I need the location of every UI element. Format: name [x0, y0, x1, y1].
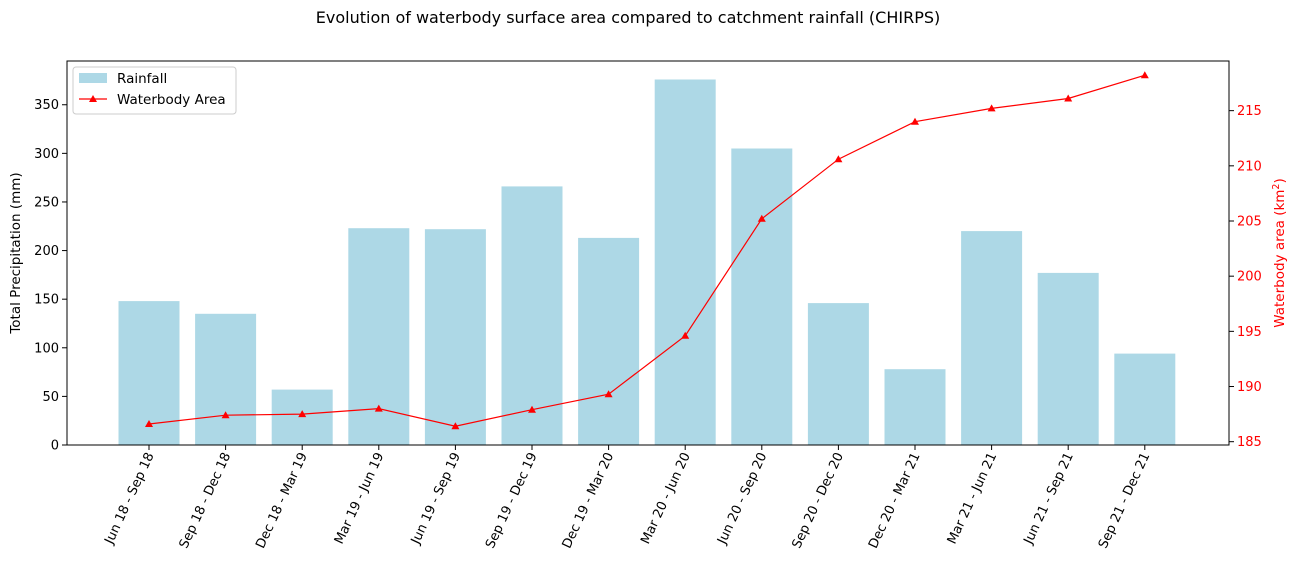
legend-label-waterbody: Waterbody Area [117, 92, 226, 108]
plot-frame [66, 60, 1230, 446]
point-waterbody-area [834, 155, 843, 163]
bar-rainfall [1114, 353, 1176, 445]
right-y-tick-label: 190 [1237, 380, 1262, 395]
point-waterbody-area [757, 214, 766, 222]
x-tick-label: Jun 20 - Sep 20 [715, 450, 771, 547]
x-tick-label: Mar 21 - Jun 21 [945, 450, 1000, 546]
left-y-tick-label: 250 [34, 195, 59, 210]
right-y-axis-label: Waterbody area (km2) [1271, 178, 1288, 328]
bars-layer [118, 79, 1176, 445]
x-tick-label: Jun 19 - Sep 19 [408, 450, 464, 547]
legend-frame [72, 66, 237, 115]
left-y-tick-label: 350 [34, 98, 59, 113]
point-waterbody-area [528, 405, 536, 413]
point-waterbody-area [604, 390, 613, 398]
left-y-tick-label: 0 [51, 439, 59, 454]
point-waterbody-area [681, 331, 690, 339]
point-waterbody-area [298, 410, 307, 418]
left-y-tick-label: 150 [34, 293, 59, 308]
bar-rainfall [271, 389, 333, 445]
right-y-tick-label: 195 [1237, 325, 1262, 340]
left-y-tick-label: 300 [34, 147, 59, 162]
x-tick-label: Sep 18 - Dec 18 [177, 450, 235, 551]
right-y-tick-label: 200 [1237, 270, 1262, 285]
x-tick-label: Dec 18 - Mar 19 [253, 450, 311, 551]
right-y-tick-label: 185 [1237, 435, 1262, 450]
bar-rainfall [424, 229, 486, 445]
point-waterbody-area [987, 104, 996, 112]
point-waterbody-area [1140, 71, 1149, 79]
point-waterbody-area [374, 404, 383, 412]
line-layer [145, 71, 1149, 430]
x-tick-label: Mar 20 - Jun 20 [638, 450, 693, 546]
right-y-tick-label: 205 [1237, 215, 1262, 230]
legend-label-rainfall: Rainfall [117, 71, 167, 87]
point-waterbody-area [451, 422, 460, 430]
bar-rainfall [731, 148, 793, 445]
bar-rainfall [807, 303, 869, 445]
legend-swatch-rainfall [79, 73, 107, 83]
x-tick-label: Jun 21 - Sep 21 [1021, 450, 1077, 547]
line-waterbody-area [148, 74, 1145, 427]
bar-rainfall [348, 228, 410, 445]
left-y-tick-label: 50 [42, 390, 59, 405]
right-y-tick-label: 210 [1237, 159, 1262, 174]
left-y-tick-label: 100 [34, 341, 59, 356]
x-tick-label: Sep 20 - Dec 20 [789, 450, 847, 551]
point-waterbody-area [911, 117, 919, 125]
point-waterbody-area [145, 420, 153, 427]
x-tick-label: Dec 20 - Mar 21 [866, 450, 924, 551]
bar-rainfall [884, 369, 946, 445]
right-y-axis: 185 190 195 200 205 210 215 [1229, 104, 1262, 450]
x-tick-label: Sep 19 - Dec 19 [483, 450, 541, 551]
bar-rainfall [1037, 272, 1099, 445]
x-tick-label: Mar 19 - Jun 19 [332, 450, 387, 546]
left-y-axis: 0 50 100 150 200 250 300 350 [34, 98, 67, 454]
bar-rainfall [961, 231, 1023, 445]
left-y-axis-label: Total Precipitation (mm) [8, 172, 24, 334]
chart-title: Evolution of waterbody surface area comp… [316, 8, 940, 27]
x-axis: Jun 18 - Sep 18 Sep 18 - Dec 18 Dec 18 - M… [102, 445, 1154, 551]
bar-rainfall [654, 79, 716, 445]
bar-rainfall [501, 186, 563, 445]
point-waterbody-area [221, 411, 230, 419]
legend-swatch-waterbody-marker [89, 95, 97, 102]
x-tick-label: Sep 21 - Dec 21 [1096, 450, 1154, 551]
right-y-tick-label: 215 [1237, 104, 1262, 119]
legend: Rainfall Waterbody Area [72, 66, 237, 115]
bar-rainfall [578, 237, 640, 445]
x-tick-label: Jun 18 - Sep 18 [102, 450, 158, 547]
x-tick-label: Dec 19 - Mar 20 [560, 450, 618, 551]
bar-rainfall [195, 313, 257, 445]
left-y-tick-label: 200 [34, 244, 59, 259]
point-waterbody-area [1064, 94, 1073, 102]
